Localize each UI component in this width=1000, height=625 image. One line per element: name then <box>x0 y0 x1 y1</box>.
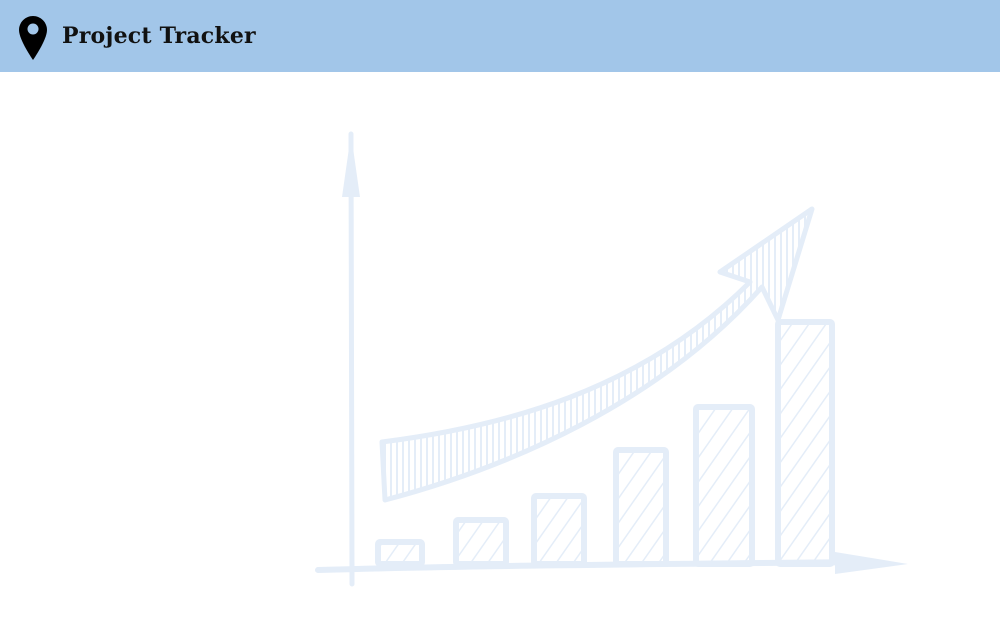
chart-bars <box>375 319 835 567</box>
chart-bar <box>775 319 835 567</box>
map-pin-icon[interactable] <box>19 16 47 60</box>
main-content <box>0 72 1000 625</box>
chart-bar <box>375 539 425 567</box>
app-header: Project Tracker <box>0 0 1000 72</box>
trend-arrow-sketch <box>379 206 815 503</box>
app-title: Project Tracker <box>62 23 256 49</box>
chart-bar <box>693 404 755 567</box>
chart-bar <box>453 517 509 567</box>
chart-bar <box>613 447 669 567</box>
growth-chart-illustration <box>315 131 908 587</box>
chart-bar <box>531 493 587 567</box>
y-axis-sketch <box>342 131 360 587</box>
